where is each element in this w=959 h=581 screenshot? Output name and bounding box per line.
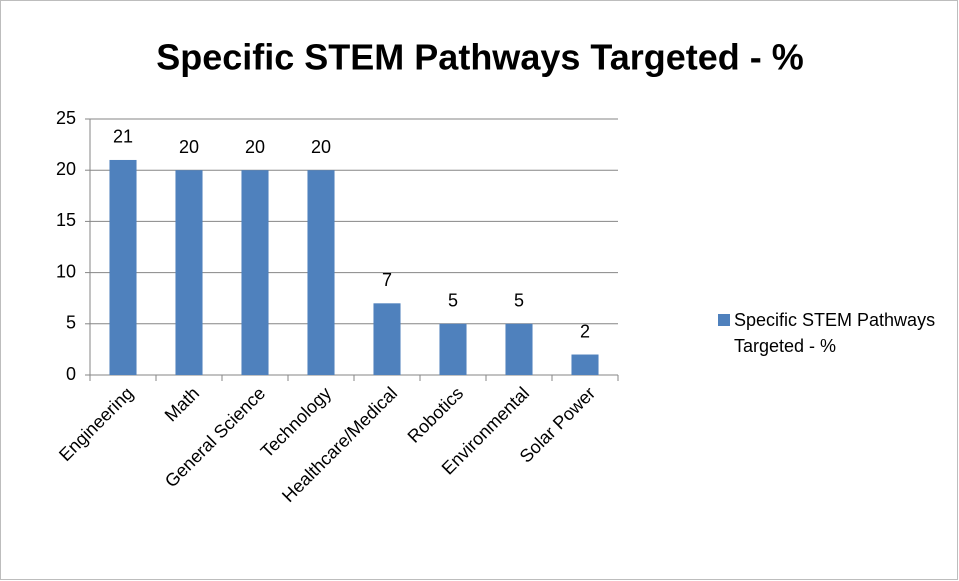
legend-label: Specific STEM Pathways Targeted - %: [734, 310, 936, 356]
bar: [505, 323, 533, 375]
bar: [439, 323, 467, 375]
data-label: 5: [448, 291, 458, 311]
data-label: 7: [382, 270, 392, 290]
y-tick-label: 20: [56, 159, 76, 179]
data-label: 2: [580, 321, 590, 341]
data-label: 20: [245, 137, 265, 157]
chart-title: Specific STEM Pathways Targeted - %: [156, 37, 804, 78]
bar: [571, 354, 599, 375]
y-tick-label: 10: [56, 261, 76, 281]
data-label: 20: [179, 137, 199, 157]
data-label: 5: [514, 291, 524, 311]
y-tick-label: 5: [66, 313, 76, 333]
y-tick-label: 25: [56, 108, 76, 128]
bar: [373, 303, 401, 375]
y-tick-label: 0: [66, 364, 76, 384]
legend-swatch: [718, 314, 730, 326]
bar: [175, 170, 203, 375]
y-tick-label: 15: [56, 210, 76, 230]
bar: [109, 159, 137, 375]
data-label: 21: [113, 127, 133, 147]
bar: [307, 170, 335, 375]
bar: [241, 170, 269, 375]
data-label: 20: [311, 137, 331, 157]
